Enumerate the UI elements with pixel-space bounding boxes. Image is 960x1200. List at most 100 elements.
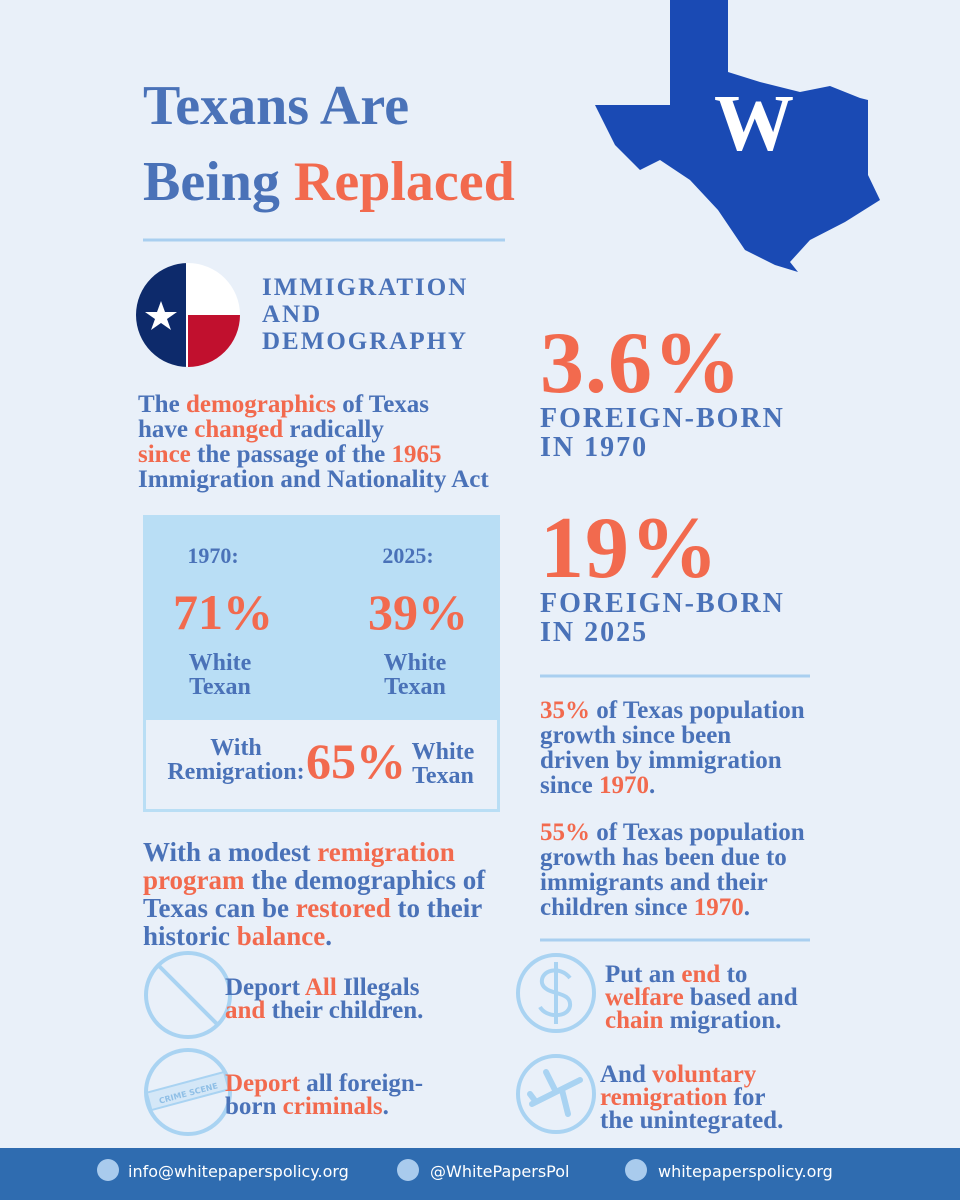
text: The bbox=[138, 391, 186, 418]
stat-label: FOREIGN-BORN IN 2025 bbox=[540, 589, 785, 647]
text-line: IN 1970 bbox=[540, 432, 649, 463]
text: With a modest bbox=[143, 837, 318, 867]
highlight: Replaced bbox=[293, 151, 515, 213]
text: historic bbox=[143, 921, 237, 951]
year: 2025: bbox=[382, 543, 434, 568]
text-line: FOREIGN-BORN bbox=[540, 403, 785, 434]
text: of Texas population bbox=[590, 697, 805, 724]
text-line: Texan bbox=[384, 674, 446, 700]
dollar-icon bbox=[516, 953, 596, 1033]
text: since bbox=[540, 772, 600, 799]
footer-item: info@whitepaperspolicy.org bbox=[128, 1162, 349, 1181]
compare-box: 1970: 71% White Texan 2025: 39% White Texa… bbox=[143, 515, 500, 720]
footer-icons bbox=[97, 1159, 647, 1181]
text: all foreign- bbox=[299, 1070, 424, 1097]
graphics: W CRIME SCENE bbox=[136, 0, 880, 1136]
footer-item: @WhitePapersPol bbox=[430, 1162, 570, 1181]
web-icon bbox=[625, 1159, 647, 1181]
fact: 35% of Texas population growth since been… bbox=[540, 698, 805, 798]
text: Texas can be bbox=[143, 893, 296, 923]
text-line: Immigration and Nationality Act bbox=[138, 467, 489, 492]
text-line: IMMIGRATION bbox=[262, 274, 469, 301]
text-line: With bbox=[210, 735, 262, 761]
plane-icon bbox=[516, 1054, 596, 1134]
text: . bbox=[382, 1093, 389, 1120]
texas-shape bbox=[595, 0, 880, 272]
text-line: Deport all foreign- bbox=[225, 1070, 424, 1097]
text-line: White bbox=[411, 739, 475, 765]
label: White Texan bbox=[393, 740, 493, 788]
highlight: since bbox=[138, 441, 191, 468]
stat-value: 19% bbox=[540, 500, 719, 597]
footer: info@whitepaperspolicy.org @WhitePapersP… bbox=[0, 1148, 960, 1200]
text: Being bbox=[143, 151, 294, 213]
text-line: FOREIGN-BORN bbox=[540, 588, 785, 619]
highlight: changed bbox=[194, 416, 284, 443]
text: driven by immigration bbox=[540, 747, 782, 774]
crime-scene-icon bbox=[144, 1048, 232, 1136]
text: . bbox=[743, 894, 750, 921]
text-line: Texans Are bbox=[143, 68, 515, 144]
highlight: All bbox=[304, 974, 337, 1001]
text: for bbox=[727, 1084, 766, 1111]
action: Put an end to welfare based and chain migr… bbox=[605, 961, 798, 1034]
year: 1970: bbox=[187, 543, 239, 568]
text-line: welfare based and bbox=[605, 984, 798, 1011]
text-line: Put an end to bbox=[605, 961, 798, 988]
action: Deport all foreign-born criminals. bbox=[225, 1070, 424, 1120]
text-line: IN 2025 bbox=[540, 617, 649, 648]
text: of Texas bbox=[335, 391, 430, 418]
highlight: 1970 bbox=[693, 894, 744, 921]
text-line: Texan bbox=[189, 674, 251, 700]
action: And voluntary remigration for the unintegr… bbox=[600, 1061, 784, 1134]
highlight: remigration bbox=[317, 837, 455, 867]
icons bbox=[144, 951, 596, 1136]
logo-letter: W bbox=[714, 80, 794, 168]
text-line: 35% of Texas population bbox=[540, 698, 805, 723]
highlight: demographics bbox=[185, 391, 336, 418]
text: to bbox=[720, 961, 748, 988]
text-line: growth has been due to bbox=[540, 845, 805, 870]
text-line: 55% of Texas population bbox=[540, 820, 805, 845]
intro: The demographics of Texas have changed ra… bbox=[138, 392, 489, 492]
texas-flag bbox=[136, 263, 240, 367]
text-line: Remigration: bbox=[167, 759, 305, 785]
highlight: criminals bbox=[282, 1093, 383, 1120]
label: With Remigration: bbox=[166, 736, 306, 784]
no-icon bbox=[144, 951, 232, 1039]
text: the unintegrated. bbox=[600, 1107, 784, 1134]
highlight: 55% bbox=[540, 819, 590, 846]
text-line: Deport All Illegals bbox=[225, 974, 423, 1001]
highlight: chain bbox=[605, 1007, 664, 1034]
highlight: program bbox=[143, 865, 245, 895]
text: children since bbox=[540, 894, 694, 921]
text-line: DEMOGRAPHY bbox=[262, 328, 469, 355]
text: based and bbox=[683, 984, 798, 1011]
remigration-box: With Remigration: 65% White Texan bbox=[143, 720, 500, 812]
text: radically bbox=[283, 416, 384, 443]
highlight: voluntary bbox=[652, 1061, 757, 1088]
text-line: And voluntary bbox=[600, 1061, 783, 1088]
text-line: and their children. bbox=[225, 997, 424, 1024]
text: growth since been bbox=[540, 722, 732, 749]
text: migration. bbox=[663, 1007, 782, 1034]
percent: 65% bbox=[306, 733, 406, 789]
text-line: children since 1970. bbox=[540, 895, 805, 920]
text: the passage of the bbox=[190, 441, 392, 468]
label: White Texan bbox=[160, 651, 280, 699]
text-line: historic balance. bbox=[143, 922, 485, 950]
label: White Texan bbox=[355, 651, 475, 699]
text: their children. bbox=[265, 997, 424, 1024]
text: growth has been due to bbox=[540, 844, 787, 871]
highlight: 1965 bbox=[391, 441, 442, 468]
text-line: Texas can be restored to their bbox=[143, 894, 485, 922]
highlight: 35% bbox=[540, 697, 590, 724]
text-line: since the passage of the 1965 bbox=[138, 442, 489, 467]
footer-item: whitepaperspolicy.org bbox=[658, 1162, 833, 1181]
highlight: restored bbox=[295, 893, 391, 923]
highlight: end bbox=[681, 961, 721, 988]
text: immigrants and their bbox=[540, 869, 768, 896]
text-line: the unintegrated. bbox=[600, 1107, 784, 1134]
text-line: White bbox=[188, 650, 252, 676]
